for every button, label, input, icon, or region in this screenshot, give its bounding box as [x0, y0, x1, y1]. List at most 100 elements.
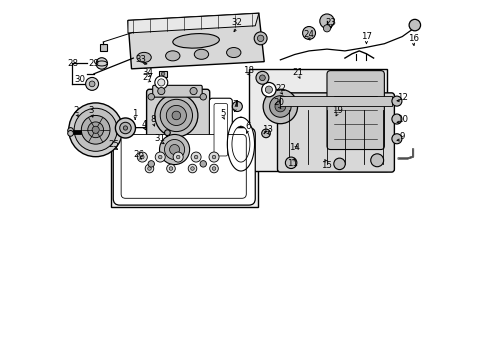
FancyBboxPatch shape	[209, 98, 232, 161]
Circle shape	[176, 155, 180, 159]
Text: 1: 1	[132, 109, 138, 118]
Ellipse shape	[226, 48, 241, 58]
Circle shape	[164, 139, 184, 159]
Circle shape	[159, 134, 189, 165]
Circle shape	[212, 167, 215, 170]
Circle shape	[323, 25, 330, 32]
Circle shape	[200, 161, 206, 167]
Circle shape	[169, 167, 172, 170]
FancyBboxPatch shape	[214, 104, 227, 156]
Circle shape	[259, 75, 265, 81]
Ellipse shape	[165, 51, 180, 61]
Circle shape	[158, 87, 164, 95]
Circle shape	[123, 126, 127, 130]
Text: 13: 13	[262, 125, 273, 134]
Circle shape	[140, 155, 144, 159]
Text: 4: 4	[141, 120, 146, 129]
Circle shape	[88, 122, 103, 138]
Circle shape	[191, 152, 201, 162]
Circle shape	[85, 77, 99, 90]
Circle shape	[67, 128, 73, 134]
Bar	[111, 128, 258, 207]
Circle shape	[148, 94, 154, 100]
Circle shape	[334, 89, 368, 124]
Text: 9: 9	[399, 132, 404, 141]
Circle shape	[212, 155, 215, 159]
Circle shape	[261, 82, 276, 97]
Circle shape	[120, 122, 131, 134]
Circle shape	[160, 99, 192, 132]
FancyBboxPatch shape	[121, 134, 246, 198]
Circle shape	[269, 96, 290, 117]
FancyBboxPatch shape	[146, 89, 209, 172]
Circle shape	[158, 155, 162, 159]
Text: 14: 14	[288, 143, 300, 152]
Circle shape	[69, 103, 122, 157]
Circle shape	[255, 71, 268, 84]
Circle shape	[333, 158, 345, 170]
Ellipse shape	[137, 52, 151, 62]
Text: 18: 18	[242, 66, 253, 75]
Text: 7: 7	[232, 100, 238, 109]
Circle shape	[158, 79, 164, 86]
Circle shape	[408, 19, 420, 31]
Circle shape	[302, 27, 315, 40]
FancyBboxPatch shape	[277, 93, 394, 172]
Circle shape	[155, 152, 165, 162]
Circle shape	[173, 152, 183, 162]
Text: 15: 15	[321, 161, 332, 170]
Text: 23: 23	[325, 18, 335, 27]
Circle shape	[147, 167, 151, 170]
Circle shape	[232, 102, 242, 112]
Text: 6: 6	[245, 122, 250, 131]
Bar	[280, 96, 391, 106]
Text: 21: 21	[292, 68, 303, 77]
Circle shape	[328, 83, 375, 130]
Circle shape	[92, 126, 99, 134]
Circle shape	[96, 58, 107, 69]
Circle shape	[188, 164, 196, 173]
Circle shape	[74, 108, 117, 151]
Circle shape	[208, 152, 219, 162]
Polygon shape	[128, 13, 258, 33]
Bar	[159, 71, 167, 77]
Circle shape	[190, 167, 194, 170]
Text: 25: 25	[108, 140, 119, 149]
Text: 17: 17	[360, 32, 371, 41]
Circle shape	[137, 152, 147, 162]
Text: 19: 19	[332, 105, 343, 114]
Circle shape	[209, 164, 218, 173]
Circle shape	[391, 134, 401, 144]
Circle shape	[89, 81, 95, 87]
Circle shape	[166, 105, 186, 126]
Circle shape	[254, 32, 266, 45]
FancyBboxPatch shape	[113, 128, 255, 205]
Text: 20: 20	[272, 98, 284, 107]
Circle shape	[194, 155, 198, 159]
Ellipse shape	[194, 49, 208, 59]
Text: 28: 28	[67, 59, 78, 68]
Ellipse shape	[96, 61, 107, 66]
Text: 24: 24	[303, 30, 314, 39]
Text: 33: 33	[135, 55, 146, 64]
Circle shape	[274, 101, 285, 112]
FancyBboxPatch shape	[326, 71, 384, 149]
Circle shape	[115, 118, 135, 138]
Text: 3: 3	[88, 105, 94, 114]
Text: 5: 5	[220, 109, 225, 118]
Circle shape	[161, 72, 164, 76]
Text: 31: 31	[154, 134, 165, 143]
Text: 30: 30	[74, 75, 85, 84]
Text: 11: 11	[287, 159, 298, 168]
Circle shape	[145, 164, 153, 173]
Circle shape	[67, 131, 73, 136]
Text: 8: 8	[150, 114, 156, 123]
Circle shape	[164, 130, 170, 135]
Text: 16: 16	[407, 34, 418, 43]
Circle shape	[155, 94, 198, 137]
Circle shape	[166, 164, 175, 173]
Circle shape	[285, 157, 296, 168]
Circle shape	[172, 111, 180, 120]
Ellipse shape	[172, 33, 219, 48]
Circle shape	[263, 89, 297, 124]
